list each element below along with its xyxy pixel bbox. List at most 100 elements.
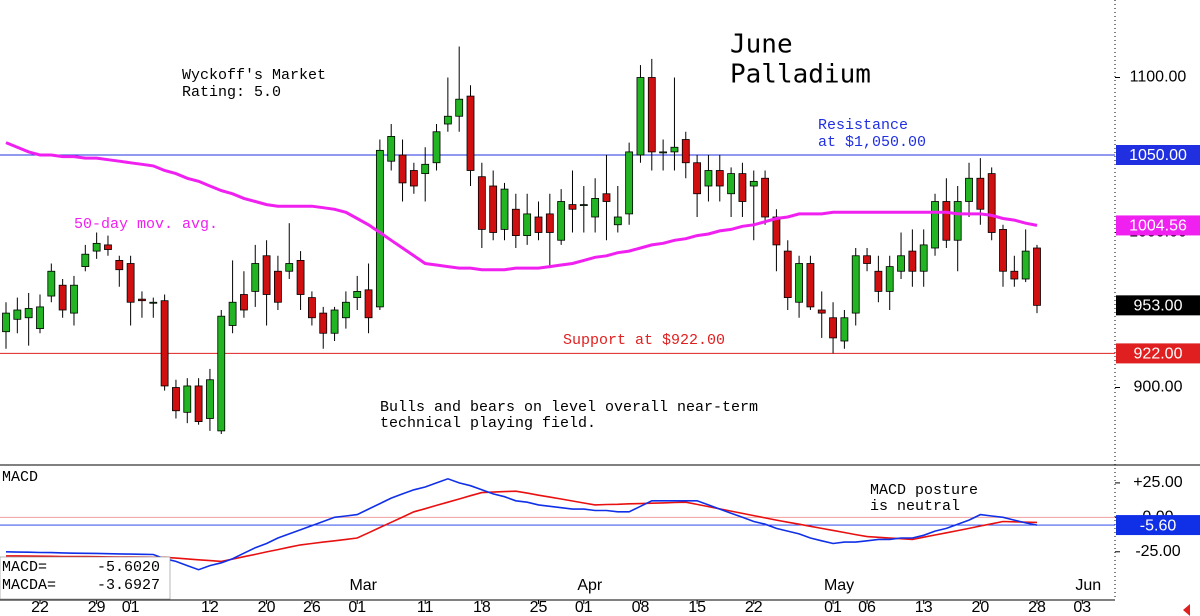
candle-body bbox=[160, 300, 169, 387]
candle-body bbox=[987, 173, 996, 233]
price-box bbox=[1116, 215, 1200, 236]
y-tick-label: 900.00 bbox=[1134, 379, 1183, 396]
candle-body bbox=[47, 270, 56, 297]
candle-body bbox=[840, 317, 849, 342]
candle-body bbox=[296, 259, 305, 295]
candle-body bbox=[466, 95, 475, 171]
annotation: Bulls and bears on level overall near-te… bbox=[380, 399, 758, 416]
x-tick-label: 20 bbox=[258, 599, 276, 616]
candle-body bbox=[24, 308, 33, 319]
macd-line bbox=[5, 477, 1038, 571]
price-box bbox=[1116, 515, 1200, 536]
candle-body bbox=[183, 385, 192, 413]
candle-body bbox=[262, 255, 271, 295]
x-tick-label: 01 bbox=[348, 599, 366, 616]
candle-body bbox=[13, 309, 22, 320]
candle-body bbox=[761, 177, 769, 218]
annotation: MACD posture bbox=[870, 482, 978, 499]
chart-title: Palladium bbox=[730, 60, 871, 90]
x-tick-label: 22 bbox=[31, 599, 49, 616]
month-label: Apr bbox=[577, 577, 603, 594]
annotation: Resistance bbox=[818, 117, 908, 134]
annotation: technical playing field. bbox=[380, 415, 596, 432]
annotation: is neutral bbox=[870, 498, 960, 515]
candle-body bbox=[70, 284, 78, 314]
x-tick-label: 26 bbox=[303, 599, 321, 616]
x-tick-label: 06 bbox=[858, 599, 876, 616]
candle-body bbox=[636, 77, 645, 156]
candle-body bbox=[557, 201, 566, 241]
candle-body bbox=[115, 259, 124, 271]
candle-body bbox=[1033, 247, 1041, 306]
nav-arrow bbox=[1183, 604, 1190, 616]
x-tick-label: 20 bbox=[971, 599, 989, 616]
candle-body bbox=[36, 306, 44, 329]
candle-body bbox=[579, 204, 588, 207]
candle-body bbox=[375, 149, 384, 308]
x-tick-label: 15 bbox=[688, 599, 706, 616]
candle-body bbox=[568, 204, 577, 210]
candle-body bbox=[341, 301, 350, 319]
macd-line bbox=[6, 490, 1038, 563]
candle-body bbox=[749, 180, 758, 187]
x-tick-label: 22 bbox=[745, 599, 763, 616]
candle-body bbox=[398, 154, 407, 184]
candle-body bbox=[625, 151, 634, 215]
candle-body bbox=[851, 255, 860, 314]
candle-body bbox=[421, 163, 430, 175]
readout-name: MACD= bbox=[2, 559, 47, 576]
candle-body bbox=[670, 146, 679, 153]
candle-body bbox=[285, 263, 294, 272]
price-box-label: 1004.56 bbox=[1129, 218, 1187, 235]
chart-title: June bbox=[730, 30, 793, 60]
candle-body bbox=[104, 244, 112, 250]
candle-body bbox=[602, 193, 611, 202]
candle-body bbox=[874, 270, 883, 292]
annotation: Wyckoff's Market bbox=[182, 67, 326, 84]
candle-body bbox=[432, 131, 441, 164]
candle-body bbox=[319, 312, 328, 334]
price-box-label: -5.60 bbox=[1140, 517, 1177, 534]
candle-body bbox=[591, 197, 600, 218]
price-box bbox=[1116, 145, 1200, 165]
annotation: Rating: 5.0 bbox=[182, 84, 281, 101]
x-tick-label: 25 bbox=[530, 599, 548, 616]
candle-body bbox=[1010, 270, 1019, 280]
x-tick-label: 29 bbox=[88, 599, 106, 616]
candle-body bbox=[409, 170, 418, 187]
price-box bbox=[1116, 343, 1200, 364]
x-tick-label: 01 bbox=[122, 599, 140, 616]
candle-body bbox=[931, 201, 939, 249]
candle-body bbox=[1021, 250, 1030, 280]
candle-body bbox=[817, 309, 826, 314]
candle-body bbox=[523, 213, 532, 236]
candle-body bbox=[330, 309, 339, 334]
candle-body bbox=[693, 162, 702, 195]
candle-body bbox=[965, 177, 973, 202]
candle-body bbox=[353, 290, 362, 298]
candle-body bbox=[863, 255, 871, 264]
candle-body bbox=[919, 244, 928, 272]
candle-body bbox=[364, 289, 373, 319]
price-box bbox=[1116, 295, 1200, 316]
moving-average bbox=[5, 141, 1038, 272]
candle-body bbox=[455, 98, 464, 117]
month-label: Jun bbox=[1075, 577, 1101, 594]
x-tick-label: 11 bbox=[417, 599, 434, 616]
candle-body bbox=[217, 315, 226, 432]
candle-body bbox=[976, 177, 985, 210]
candle-body bbox=[659, 151, 668, 154]
candle-body bbox=[387, 135, 396, 162]
candle-body bbox=[194, 385, 203, 423]
candle-body bbox=[942, 201, 951, 241]
candle-body bbox=[172, 387, 180, 412]
candle-body bbox=[308, 297, 316, 319]
candle-body bbox=[772, 216, 781, 246]
candle-body bbox=[240, 294, 248, 311]
candle-body bbox=[500, 188, 509, 230]
candle-body bbox=[511, 208, 520, 237]
candle-body bbox=[2, 312, 10, 333]
candle-body bbox=[727, 173, 735, 195]
ma-label: 50-day mov. avg. bbox=[74, 216, 218, 233]
